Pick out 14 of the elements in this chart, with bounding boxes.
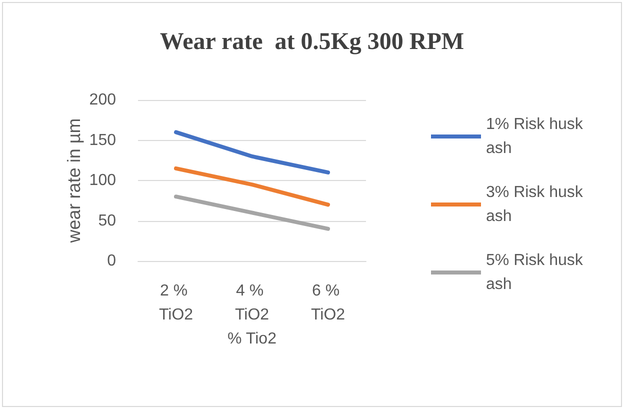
x-tick-label: 2 % TiO2 bbox=[158, 282, 194, 324]
y-tick-label: 100 bbox=[89, 172, 116, 189]
x-axis-title: % Tio2 bbox=[228, 330, 277, 348]
x-tick-label: 4 % TiO2 bbox=[234, 282, 270, 324]
legend-label: 3% Risk husk ash bbox=[486, 184, 588, 225]
legend-label: 1% Risk husk ash bbox=[486, 116, 588, 157]
y-axis-title: wear rate in µm bbox=[64, 118, 84, 244]
x-tick-label: 6 % TiO2 bbox=[310, 282, 346, 324]
legend-label: 5% Risk husk ash bbox=[486, 252, 588, 293]
y-tick-label: 50 bbox=[98, 212, 116, 230]
y-tick-label: 200 bbox=[89, 92, 116, 108]
chart-title: Wear rate at 0.5Kg 300 RPM bbox=[160, 29, 464, 55]
y-tick-label: 0 bbox=[107, 252, 116, 270]
y-tick-label: 150 bbox=[89, 132, 116, 149]
